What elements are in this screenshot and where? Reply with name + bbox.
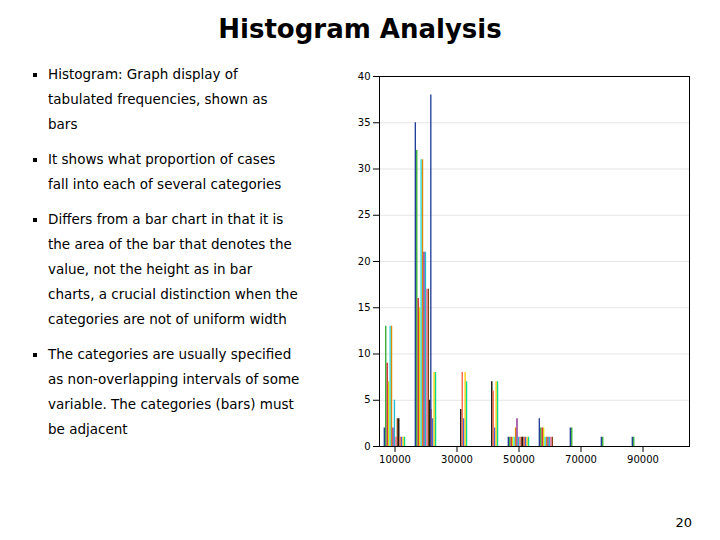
html-text:Histogram: Graph display of: Histogram: Graph display of: [48, 66, 238, 82]
svg-text:0: 0: [364, 441, 370, 452]
html-text:categories are not of uniform: categories are not of uniform width: [48, 311, 287, 327]
svg-text:70000: 70000: [565, 454, 597, 465]
html-text:be adjacent: be adjacent: [48, 421, 128, 437]
html-text:The categories are usually spe: The categories are usually specified: [48, 346, 292, 362]
html-text:fall into each of several cate: fall into each of several categories: [48, 176, 282, 192]
svg-text:40: 40: [358, 71, 371, 82]
html-text:variable. The categories (bars: variable. The categories (bars) must: [48, 396, 294, 412]
html-text:charts, a crucial distinction: charts, a crucial distinction when the: [48, 286, 298, 302]
html-text:20: 20: [675, 515, 692, 530]
svg-text:90000: 90000: [627, 454, 659, 465]
html-text:It shows what proportion of ca: It shows what proportion of cases: [48, 151, 276, 167]
svg-text:10: 10: [358, 348, 371, 359]
html-text:tabulated frequencies, shown a: tabulated frequencies, shown as: [48, 91, 268, 107]
svg-text:15: 15: [358, 302, 371, 313]
html-text:value, not the height as in ba: value, not the height as in bar: [48, 261, 253, 277]
svg-text:25: 25: [358, 209, 371, 220]
svg-text:30: 30: [358, 163, 371, 174]
svg-text:50000: 50000: [503, 454, 535, 465]
svg-text:30000: 30000: [441, 454, 473, 465]
html-text:bars: bars: [48, 116, 78, 132]
html-text:the area of the bar that denot: the area of the bar that denotes the: [48, 236, 292, 252]
html-text:Histogram Analysis: Histogram Analysis: [218, 14, 502, 44]
html-text:Differs from a bar chart in th: Differs from a bar chart in that it is: [48, 211, 284, 227]
svg-text:10000: 10000: [379, 454, 411, 465]
svg-text:20: 20: [358, 256, 371, 267]
html-text:as non-overlapping intervals o: as non-overlapping intervals of some: [48, 371, 300, 387]
svg-text:5: 5: [364, 394, 370, 405]
svg-text:35: 35: [358, 117, 371, 128]
